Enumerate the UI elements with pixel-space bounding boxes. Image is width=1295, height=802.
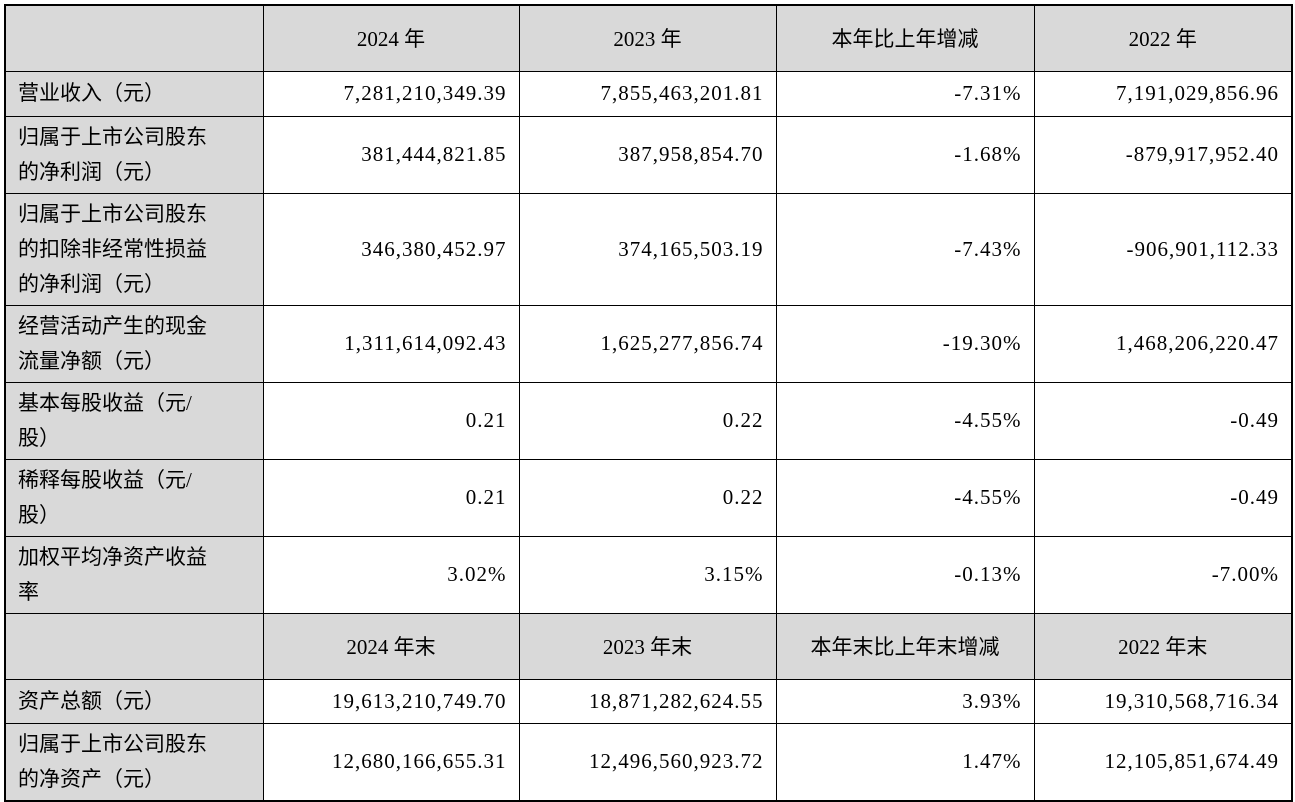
header-cell-yearend-change: 本年末比上年末增减 — [775, 612, 1035, 680]
value-cell-2022: -7.00% — [1033, 535, 1293, 614]
table-row-basic-eps: 基本每股收益（元/ 股） 0.21 0.22 -4.55% -0.49 — [4, 381, 1293, 460]
value-cell-2022: -906,901,112.33 — [1033, 192, 1293, 306]
value-cell-change: -0.13% — [775, 535, 1035, 614]
value-cell-2024: 19,613,210,749.70 — [262, 678, 520, 724]
value-cell-2022: 19,310,568,716.34 — [1033, 678, 1293, 724]
header-cell-2024-yearend: 2024 年末 — [262, 612, 520, 680]
header-cell-2024: 2024 年 — [262, 4, 520, 72]
table-header-row-annual: 2024 年 2023 年 本年比上年增减 2022 年 — [4, 4, 1293, 72]
row-label-cell: 营业收入（元） — [4, 70, 264, 117]
value-cell-2024: 3.02% — [262, 535, 520, 614]
header-cell-yoy-change: 本年比上年增减 — [775, 4, 1035, 72]
row-label-cell: 归属于上市公司股东 的净资产（元） — [4, 722, 264, 802]
value-cell-2022: 1,468,206,220.47 — [1033, 304, 1293, 383]
table-row-operating-cash-flow: 经营活动产生的现金 流量净额（元） 1,311,614,092.43 1,625… — [4, 304, 1293, 383]
table-row-operating-revenue: 营业收入（元） 7,281,210,349.39 7,855,463,201.8… — [4, 70, 1293, 117]
header-blank-cell — [4, 4, 264, 72]
table-row-total-assets: 资产总额（元） 19,613,210,749.70 18,871,282,624… — [4, 678, 1293, 724]
value-cell-change: 1.47% — [775, 722, 1035, 802]
value-cell-change: 3.93% — [775, 678, 1035, 724]
value-cell-2022: -0.49 — [1033, 381, 1293, 460]
value-cell-2022: -879,917,952.40 — [1033, 115, 1293, 194]
table-row-net-assets-attributable: 归属于上市公司股东 的净资产（元） 12,680,166,655.31 12,4… — [4, 722, 1293, 802]
value-cell-2023: 1,625,277,856.74 — [518, 304, 777, 383]
value-cell-2024: 0.21 — [262, 381, 520, 460]
header-cell-2022-yearend: 2022 年末 — [1033, 612, 1293, 680]
table-row-net-profit-excl-nonrecurring: 归属于上市公司股东 的扣除非经常性损益 的净利润（元） 346,380,452.… — [4, 192, 1293, 306]
value-cell-change: -4.55% — [775, 381, 1035, 460]
value-cell-change: -4.55% — [775, 458, 1035, 537]
row-label-cell: 归属于上市公司股东 的扣除非经常性损益 的净利润（元） — [4, 192, 264, 306]
value-cell-2024: 346,380,452.97 — [262, 192, 520, 306]
value-cell-2023: 0.22 — [518, 381, 777, 460]
value-cell-2023: 18,871,282,624.55 — [518, 678, 777, 724]
header-blank-cell — [4, 612, 264, 680]
row-label-cell: 经营活动产生的现金 流量净额（元） — [4, 304, 264, 383]
row-label-cell: 加权平均净资产收益 率 — [4, 535, 264, 614]
value-cell-change: -19.30% — [775, 304, 1035, 383]
row-label-cell: 基本每股收益（元/ 股） — [4, 381, 264, 460]
row-label-cell: 稀释每股收益（元/ 股） — [4, 458, 264, 537]
value-cell-2023: 12,496,560,923.72 — [518, 722, 777, 802]
value-cell-2023: 0.22 — [518, 458, 777, 537]
value-cell-change: -7.43% — [775, 192, 1035, 306]
value-cell-2022: 12,105,851,674.49 — [1033, 722, 1293, 802]
value-cell-change: -1.68% — [775, 115, 1035, 194]
header-cell-2023-yearend: 2023 年末 — [518, 612, 777, 680]
value-cell-2023: 7,855,463,201.81 — [518, 70, 777, 117]
value-cell-change: -7.31% — [775, 70, 1035, 117]
value-cell-2023: 387,958,854.70 — [518, 115, 777, 194]
value-cell-2024: 381,444,821.85 — [262, 115, 520, 194]
header-cell-2022: 2022 年 — [1033, 4, 1293, 72]
table-header-row-yearend: 2024 年末 2023 年末 本年末比上年末增减 2022 年末 — [4, 612, 1293, 680]
value-cell-2023: 3.15% — [518, 535, 777, 614]
value-cell-2022: -0.49 — [1033, 458, 1293, 537]
value-cell-2024: 0.21 — [262, 458, 520, 537]
value-cell-2022: 7,191,029,856.96 — [1033, 70, 1293, 117]
row-label-cell: 资产总额（元） — [4, 678, 264, 724]
row-label-cell: 归属于上市公司股东 的净利润（元） — [4, 115, 264, 194]
financial-summary-table: 2024 年 2023 年 本年比上年增减 2022 年 营业收入（元） 7,2… — [4, 4, 1293, 802]
header-cell-2023: 2023 年 — [518, 4, 777, 72]
table-row-net-profit-attributable: 归属于上市公司股东 的净利润（元） 381,444,821.85 387,958… — [4, 115, 1293, 194]
table-row-diluted-eps: 稀释每股收益（元/ 股） 0.21 0.22 -4.55% -0.49 — [4, 458, 1293, 537]
value-cell-2024: 12,680,166,655.31 — [262, 722, 520, 802]
value-cell-2024: 1,311,614,092.43 — [262, 304, 520, 383]
value-cell-2024: 7,281,210,349.39 — [262, 70, 520, 117]
value-cell-2023: 374,165,503.19 — [518, 192, 777, 306]
table-row-weighted-avg-roe: 加权平均净资产收益 率 3.02% 3.15% -0.13% -7.00% — [4, 535, 1293, 614]
